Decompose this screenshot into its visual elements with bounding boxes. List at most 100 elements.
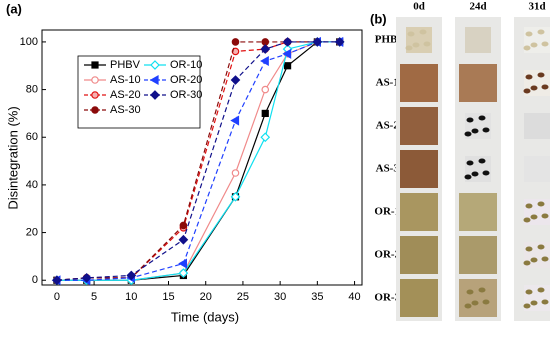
data-point [231,38,240,46]
x-tick-label: 15 [162,291,174,303]
legend-label: AS-30 [110,104,141,116]
data-point [230,75,241,85]
fragment [412,42,420,48]
fragment [537,72,545,78]
sample-film [400,107,438,145]
column-header: 24d [469,1,486,13]
sample-film [524,156,550,182]
fragment [478,115,486,121]
sample-film [524,113,550,139]
sample-film [459,64,497,102]
x-tick-label: 35 [311,291,323,303]
fragment [405,45,413,51]
data-point [334,37,345,47]
sample-film [459,193,497,231]
data-point [282,37,293,47]
sample-film [400,279,438,317]
legend-label: AS-10 [110,74,141,86]
fragment [537,201,545,207]
fragment [541,299,549,305]
data-point [261,109,269,118]
fragment [466,289,474,295]
y-tick-label: 80 [26,83,38,95]
x-tick-label: 40 [348,291,360,303]
data-point [231,169,240,177]
fragment [523,88,531,94]
fragment [407,31,415,37]
y-tick-label: 40 [26,179,38,191]
fragment [423,41,431,47]
fragment [471,171,479,177]
sample-film [459,279,497,317]
panel-label: (b) [370,11,387,26]
legend-marker [150,90,160,100]
fragment [537,29,545,35]
column-header: 31d [528,1,545,13]
plot-frame [41,29,363,286]
sample-film [400,236,438,274]
data-point [260,44,271,54]
data-point [260,55,269,67]
fragment [541,41,549,47]
legend-label: OR-20 [170,74,202,86]
y-tick-label: 20 [26,226,38,238]
legend-marker [91,91,99,99]
fragment [537,244,545,250]
fragment [466,117,474,123]
legend-label: OR-10 [170,59,202,71]
fragment [523,303,531,309]
x-tick-label: 10 [125,291,137,303]
data-point [261,38,270,46]
data-point [230,115,240,126]
fragment [478,158,486,164]
fragment [530,85,538,91]
fragment [541,256,549,262]
fragment [530,300,538,306]
fragment [525,246,533,252]
legend-label: OR-30 [170,89,202,101]
x-tick-label: 20 [200,291,212,303]
fragment [541,84,549,90]
fragment [541,213,549,219]
data-point [178,234,189,245]
fragment [525,31,533,37]
fragment [523,260,531,266]
data-point [179,221,188,230]
fragment [525,289,533,295]
fragment [530,42,538,48]
sample-film [465,27,491,53]
fragment [482,127,490,133]
fragment [530,257,538,263]
data-point [260,132,271,143]
data-point [126,270,137,281]
fragment [482,299,490,305]
y-tick-label: 60 [26,131,38,143]
data-point [261,85,270,94]
legend-marker [149,74,159,86]
sample-film [400,150,438,188]
fragment [464,174,472,180]
legend: PHBV AS-10 AS-20 AS-30 OR-10 OR-20 OR-30 [77,55,202,129]
legend-marker [91,61,99,69]
legend-marker [91,106,99,114]
data-point [52,275,62,286]
fragment [419,29,427,35]
data-point [178,268,189,278]
fragment [525,74,533,80]
data-point [230,191,241,202]
fragment [523,217,531,223]
fragment [466,160,474,166]
y-axis-label: Disintegration (%) [5,106,20,209]
data-point [312,37,323,47]
data-point [283,62,292,70]
fragment [530,214,538,220]
x-tick-label: 5 [91,291,97,303]
x-tick-label: 30 [274,291,286,303]
x-tick-label: 0 [54,291,60,303]
y-tick-label: 0 [32,274,38,286]
data-point [81,273,92,283]
fragment [523,45,531,51]
column-header: 0d [413,1,425,13]
